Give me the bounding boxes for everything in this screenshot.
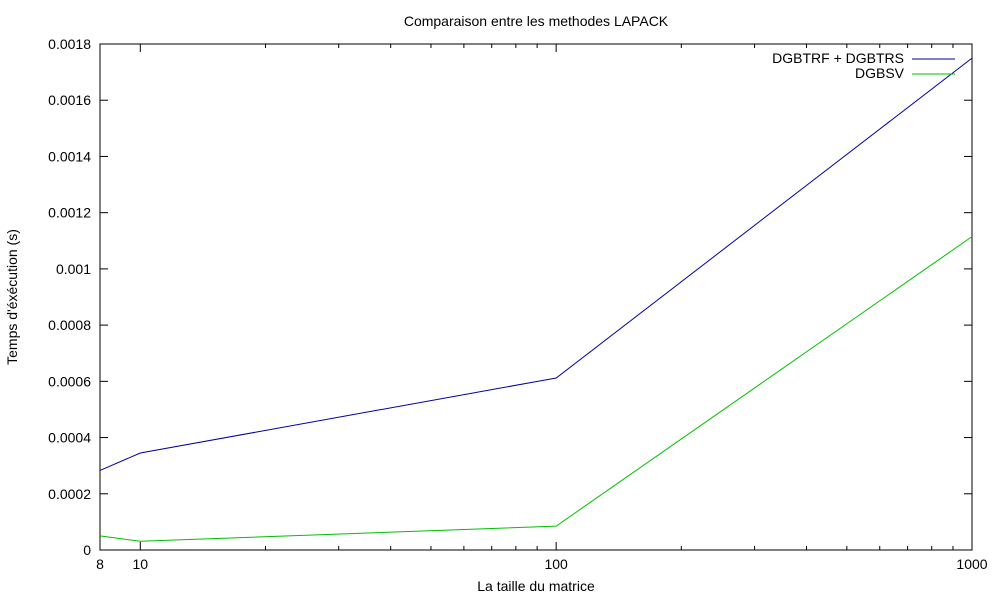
legend: DGBTRF + DGBTRS DGBSV <box>772 50 955 81</box>
y-tick-label: 0.0006 <box>48 373 91 389</box>
legend-label-dgbsv: DGBSV <box>855 65 905 81</box>
y-tick-label: 0.0018 <box>48 36 91 52</box>
x-tick-label: 100 <box>544 556 568 572</box>
y-axis-label: Temps d'éxécution (s) <box>4 229 20 365</box>
y-tick-label: 0.0002 <box>48 486 91 502</box>
series-line-dgbsv <box>99 236 973 542</box>
y-tick-label: 0.0004 <box>48 430 91 446</box>
y-tick-label: 0.001 <box>56 261 91 277</box>
y-tick-label: 0.0008 <box>48 317 91 333</box>
y-tick-label: 0 <box>83 542 91 558</box>
chart-title: Comparaison entre les methodes LAPACK <box>404 13 669 29</box>
x-tick-label: 1000 <box>956 556 987 572</box>
y-axis-ticks: 0 0.0002 0.0004 0.0006 0.0008 0.001 0.0012 0.00… <box>48 36 972 558</box>
legend-label-dgbtrf-dgbtrs: DGBTRF + DGBTRS <box>772 50 904 66</box>
y-tick-label: 0.0016 <box>48 92 91 108</box>
x-tick-label: 10 <box>133 556 149 572</box>
x-tick-label: 8 <box>96 556 104 572</box>
x-axis-ticks: 8 10 100 1000 <box>96 44 988 572</box>
x-axis-label: La taille du matrice <box>477 578 595 594</box>
y-tick-label: 0.0012 <box>48 205 91 221</box>
y-tick-label: 0.0014 <box>48 148 91 164</box>
series-layer <box>99 57 973 542</box>
plot-frame <box>99 43 973 551</box>
series-line-dgbtrf-dgbtrs <box>99 57 973 471</box>
